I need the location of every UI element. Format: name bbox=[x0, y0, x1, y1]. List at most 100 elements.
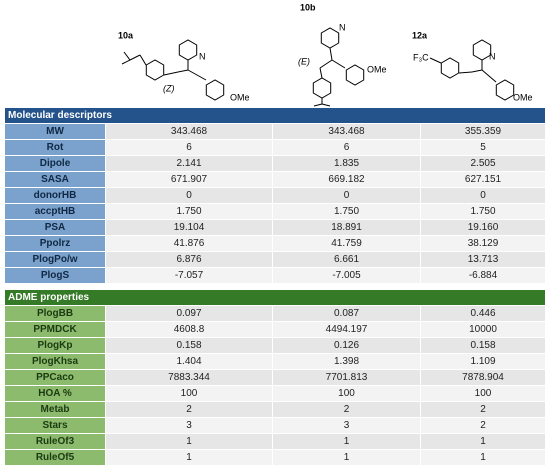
bond bbox=[472, 39, 492, 61]
row-label: RuleOf5 bbox=[5, 450, 105, 465]
compound-id: 10a bbox=[118, 30, 134, 40]
bond bbox=[458, 71, 473, 74]
structures: 10a (Z) OMe N 10b (E) OMe N 12a F₃C OMe … bbox=[118, 2, 533, 107]
value-cell: 3 bbox=[106, 418, 272, 433]
bond bbox=[163, 71, 179, 76]
bond bbox=[319, 67, 323, 79]
value-cell: 1 bbox=[273, 434, 420, 449]
value-cell: 2.505 bbox=[421, 156, 545, 171]
bond bbox=[187, 69, 207, 81]
stereo-label: (E) bbox=[298, 56, 310, 66]
row-label: Stars bbox=[5, 418, 105, 433]
section-header: Molecular descriptors bbox=[5, 108, 545, 123]
value-cell: 1 bbox=[106, 450, 272, 465]
row-label: Dipole bbox=[5, 156, 105, 171]
value-cell: 41.876 bbox=[106, 236, 272, 251]
value-cell: 41.759 bbox=[273, 236, 420, 251]
row-label: PPCaco bbox=[5, 370, 105, 385]
row-label: Ppolrz bbox=[5, 236, 105, 251]
bond bbox=[345, 64, 365, 86]
compound-id: 10b bbox=[300, 2, 316, 12]
row-label: HOA % bbox=[5, 386, 105, 401]
row-label: accptHB bbox=[5, 204, 105, 219]
row-label: PSA bbox=[5, 220, 105, 235]
value-cell: 6 bbox=[273, 140, 420, 155]
group: F₃C bbox=[413, 52, 429, 62]
value-cell: 627.151 bbox=[421, 172, 545, 187]
row-label: PlogPo/w bbox=[5, 252, 105, 267]
value-cell: 18.891 bbox=[273, 220, 420, 235]
value-cell: 1 bbox=[421, 434, 545, 449]
value-cell: 0 bbox=[273, 188, 420, 203]
bond bbox=[178, 39, 198, 61]
value-cell: 343.468 bbox=[273, 124, 420, 139]
substituent: OMe bbox=[513, 92, 533, 102]
value-cell: 38.129 bbox=[421, 236, 545, 251]
value-cell: 10000 bbox=[421, 322, 545, 337]
stereo-label: (Z) bbox=[163, 83, 175, 93]
bond bbox=[312, 77, 332, 99]
row-label: PlogKp bbox=[5, 338, 105, 353]
value-cell: 100 bbox=[421, 386, 545, 401]
value-cell: 2 bbox=[273, 402, 420, 417]
heteroatom: N bbox=[339, 22, 346, 32]
bond bbox=[319, 59, 333, 69]
row-label: SASA bbox=[5, 172, 105, 187]
bond bbox=[329, 47, 333, 61]
value-cell: 19.104 bbox=[106, 220, 272, 235]
bond bbox=[321, 103, 331, 107]
value-cell: 2 bbox=[421, 418, 545, 433]
bond bbox=[145, 59, 165, 81]
value-cell: 671.907 bbox=[106, 172, 272, 187]
row-label: MW bbox=[5, 124, 105, 139]
value-cell: 13.713 bbox=[421, 252, 545, 267]
section-header: ADME properties bbox=[5, 290, 545, 305]
value-cell: -7.005 bbox=[273, 268, 420, 283]
value-cell: 7883.344 bbox=[106, 370, 272, 385]
bond bbox=[471, 69, 483, 73]
value-cell: 0.087 bbox=[273, 306, 420, 321]
bond bbox=[495, 79, 515, 101]
value-cell: 2 bbox=[421, 402, 545, 417]
bond bbox=[129, 54, 141, 61]
value-cell: 4608.8 bbox=[106, 322, 272, 337]
value-cell: 3 bbox=[273, 418, 420, 433]
value-cell: 19.160 bbox=[421, 220, 545, 235]
bond bbox=[313, 103, 323, 107]
value-cell: 1.109 bbox=[421, 354, 545, 369]
bond bbox=[121, 59, 131, 65]
value-cell: 355.359 bbox=[421, 124, 545, 139]
row-label: PlogKhsa bbox=[5, 354, 105, 369]
value-cell: 100 bbox=[273, 386, 420, 401]
bond bbox=[481, 69, 497, 83]
value-cell: 6.876 bbox=[106, 252, 272, 267]
value-cell: 1 bbox=[106, 434, 272, 449]
bond bbox=[429, 57, 442, 64]
substituent: OMe bbox=[367, 64, 387, 74]
value-cell: 0.126 bbox=[273, 338, 420, 353]
value-cell: 343.468 bbox=[106, 124, 272, 139]
value-cell: 1 bbox=[421, 450, 545, 465]
value-cell: 2 bbox=[106, 402, 272, 417]
bond bbox=[440, 57, 460, 79]
row-label: PPMDCK bbox=[5, 322, 105, 337]
value-cell: 2.141 bbox=[106, 156, 272, 171]
value-cell: 0.158 bbox=[421, 338, 545, 353]
value-cell: 1.750 bbox=[106, 204, 272, 219]
value-cell: 7878.904 bbox=[421, 370, 545, 385]
value-cell: 4494.197 bbox=[273, 322, 420, 337]
heteroatom: N bbox=[199, 51, 206, 61]
substituent: OMe bbox=[230, 92, 250, 102]
compound-id: 12a bbox=[412, 30, 428, 40]
value-cell: 6 bbox=[106, 140, 272, 155]
value-cell: 1.750 bbox=[421, 204, 545, 219]
row-label: PlogS bbox=[5, 268, 105, 283]
row-label: donorHB bbox=[5, 188, 105, 203]
value-cell: 1.398 bbox=[273, 354, 420, 369]
value-cell: 0.158 bbox=[106, 338, 272, 353]
value-cell: 0.097 bbox=[106, 306, 272, 321]
bond bbox=[139, 54, 147, 66]
value-cell: 0 bbox=[106, 188, 272, 203]
value-cell: 1.750 bbox=[273, 204, 420, 219]
